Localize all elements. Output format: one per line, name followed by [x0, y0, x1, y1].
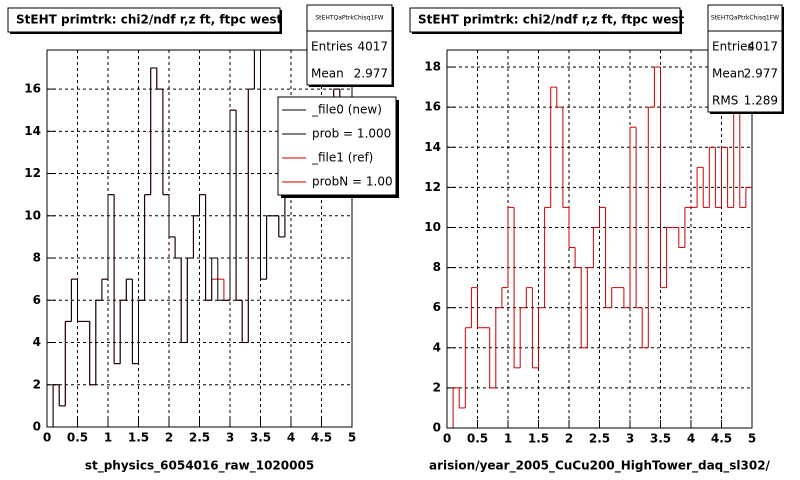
stats-label: Entries — [311, 40, 353, 54]
x-tick-label: 0.5 — [467, 432, 488, 446]
plot-area — [447, 66, 752, 428]
x-tick-label: 5 — [748, 432, 756, 446]
x-tick-label: 4.5 — [311, 431, 332, 445]
x-tick-label: 4 — [287, 431, 295, 445]
x-tick-label: 1 — [504, 432, 512, 446]
stats-title: StEHTQaPtrkChisq1FW — [315, 15, 383, 22]
x-tick-label: 0 — [443, 432, 451, 446]
stats-value: 1.289 — [744, 94, 778, 108]
y-tick-label: 12 — [24, 166, 41, 180]
y-tick-label: 4 — [433, 340, 441, 354]
y-tick-label: 16 — [24, 82, 41, 96]
title-box — [409, 7, 681, 33]
stats-box — [306, 4, 393, 86]
y-tick-label: 14 — [424, 140, 441, 154]
x-tick-label: 1 — [104, 431, 112, 445]
legend: _file0 (new) prob = 1.000000 _file1 (ref) p… — [282, 103, 423, 189]
x-tick-label: 2.5 — [189, 431, 210, 445]
y-tick-label: 10 — [424, 220, 441, 234]
x-tick-label: 3 — [226, 431, 234, 445]
legend-label: _file1 (ref) — [311, 151, 373, 165]
x-tick-label: 5 — [348, 431, 356, 445]
stats-value: 4017 — [747, 40, 778, 54]
y-tick-label: 12 — [424, 180, 441, 194]
legend-box — [277, 96, 397, 196]
y-tick-label: 0 — [433, 421, 441, 435]
x-tick-label: 4.5 — [711, 432, 732, 446]
x-tick-label: 3.5 — [250, 431, 271, 445]
legend-label: _file0 (new) — [311, 103, 382, 117]
y-tick-label: 6 — [33, 293, 41, 307]
stats-value: 4017 — [357, 40, 388, 54]
y-tick-label: 0 — [33, 420, 41, 434]
x-tick-label: 1.5 — [128, 431, 149, 445]
x-tick-label: 1.5 — [528, 432, 549, 446]
stats-label: Mean — [311, 67, 344, 81]
stats-box — [707, 4, 783, 113]
x-tick-label: 2 — [165, 431, 173, 445]
chart-title: StEHT primtrk: chi2/ndf r,z ft, ftpc wes… — [418, 13, 685, 27]
y-tick-label: 16 — [424, 100, 441, 114]
x-tick-label: 3.5 — [650, 432, 671, 446]
stats-title: StEHTQaPtrkChisq1FW — [711, 15, 779, 22]
title-box — [7, 7, 281, 33]
stats-label: Entries — [712, 40, 754, 54]
x-tick-label: 0.5 — [67, 431, 88, 445]
x-tick-label: 2.5 — [589, 432, 610, 446]
stats-value: 2.977 — [744, 67, 778, 81]
y-tick-label: 18 — [424, 60, 441, 74]
x-tick-label: 4 — [687, 432, 695, 446]
y-tick-label: 4 — [33, 335, 41, 349]
stats-label: Mean — [712, 67, 745, 81]
legend-label: prob = 1.000000 — [312, 127, 414, 141]
y-tick-label: 14 — [24, 124, 41, 138]
y-tick-label: 6 — [433, 300, 441, 314]
y-tick-label: 8 — [433, 260, 441, 274]
x-axis-label: st_physics_6054016_raw_1020005 — [85, 459, 314, 474]
x-axis-label: arision/year_2005_CuCu200_HighTower_daq_… — [429, 459, 771, 474]
x-tick-label: 0 — [43, 431, 51, 445]
legend-label: probN = 1.000000 — [312, 175, 423, 189]
stats-label: RMS — [712, 94, 738, 108]
y-tick-label: 10 — [24, 208, 41, 222]
x-tick-label: 2 — [565, 432, 573, 446]
y-tick-label: 2 — [433, 380, 441, 394]
x-tick-label: 3 — [626, 432, 634, 446]
y-tick-label: 8 — [33, 251, 41, 265]
chart-title: StEHT primtrk: chi2/ndf r,z ft, ftpc wes… — [16, 13, 283, 27]
stats-value: 2.977 — [354, 67, 388, 81]
y-tick-label: 2 — [33, 377, 41, 391]
